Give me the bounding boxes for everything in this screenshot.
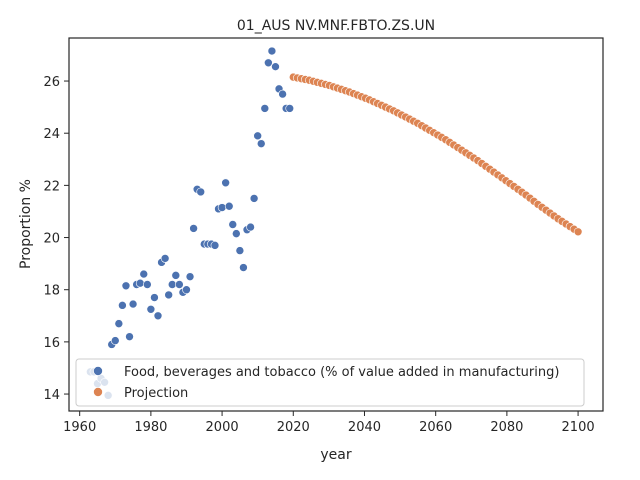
- legend-box: [75, 358, 585, 407]
- data-point: [189, 224, 198, 233]
- data-point: [224, 201, 234, 211]
- data-point: [164, 290, 173, 300]
- data-point: [271, 62, 280, 71]
- data-point: [260, 104, 270, 113]
- data-point: [239, 263, 248, 272]
- data-point: [196, 187, 206, 197]
- data-point: [171, 271, 181, 280]
- data-point: [150, 293, 159, 302]
- x-tick-label: 1960: [63, 420, 96, 435]
- x-tick-label: 2000: [206, 420, 239, 435]
- x-axis-label: year: [320, 447, 351, 463]
- data-point: [235, 246, 245, 255]
- data-point: [221, 178, 230, 188]
- legend: Food, beverages and tobacco (% of value …: [75, 358, 585, 407]
- data-point: [249, 194, 259, 203]
- x-tick-label: 2060: [419, 420, 452, 435]
- x-tick-label: 2080: [490, 420, 523, 435]
- data-point: [110, 336, 120, 345]
- y-tick-label: 18: [43, 284, 60, 299]
- data-point: [232, 229, 241, 238]
- data-point: [256, 139, 266, 148]
- y-tick-label: 16: [43, 336, 60, 351]
- data-point: [125, 332, 134, 341]
- data-point: [278, 89, 287, 99]
- data-point: [285, 104, 295, 113]
- legend-label-projection: Projection: [124, 386, 188, 401]
- data-point: [121, 281, 131, 291]
- y-axis: 14 16 18 20 22 24 26: [43, 75, 69, 403]
- x-tick-label: 2020: [277, 420, 310, 435]
- x-axis: 1960 1980 2000 2020 2040 2060 2080 2100: [63, 411, 595, 435]
- data-point: [135, 278, 145, 288]
- data-point: [146, 304, 156, 314]
- y-axis-label: Proportion %: [18, 179, 34, 269]
- data-point: [118, 301, 127, 310]
- x-tick-label: 2040: [348, 420, 381, 435]
- data-point: [217, 203, 227, 212]
- legend-marker-projection: [93, 387, 103, 397]
- data-point: [175, 280, 184, 289]
- plot-frame: [68, 37, 604, 412]
- data-point: [210, 241, 220, 250]
- plot-marks: [86, 46, 583, 400]
- x-tick-label: 2100: [562, 420, 595, 435]
- data-point: [143, 280, 152, 289]
- data-point: [167, 280, 177, 289]
- data-point: [153, 311, 163, 321]
- y-tick-label: 20: [43, 232, 60, 247]
- x-tick-label: 1980: [134, 420, 167, 435]
- data-point: [139, 269, 149, 279]
- y-tick-label: 22: [43, 179, 60, 194]
- data-point: [182, 285, 191, 295]
- data-point: [228, 220, 238, 229]
- data-point: [246, 222, 255, 232]
- legend-marker-actual: [93, 366, 103, 376]
- data-point: [114, 319, 124, 328]
- data-point: [267, 46, 277, 56]
- data-point: [185, 272, 195, 281]
- y-tick-label: 24: [43, 127, 60, 142]
- data-point: [264, 58, 273, 68]
- data-point: [128, 299, 138, 309]
- chart-title: 01_AUS NV.MNF.FBTO.ZS.UN: [237, 18, 435, 34]
- y-tick-label: 26: [43, 75, 60, 90]
- projection-point: [573, 227, 583, 237]
- data-point: [160, 254, 170, 263]
- data-point: [253, 131, 262, 141]
- y-tick-label: 14: [43, 388, 60, 403]
- legend-label-actual: Food, beverages and tobacco (% of value …: [124, 365, 559, 380]
